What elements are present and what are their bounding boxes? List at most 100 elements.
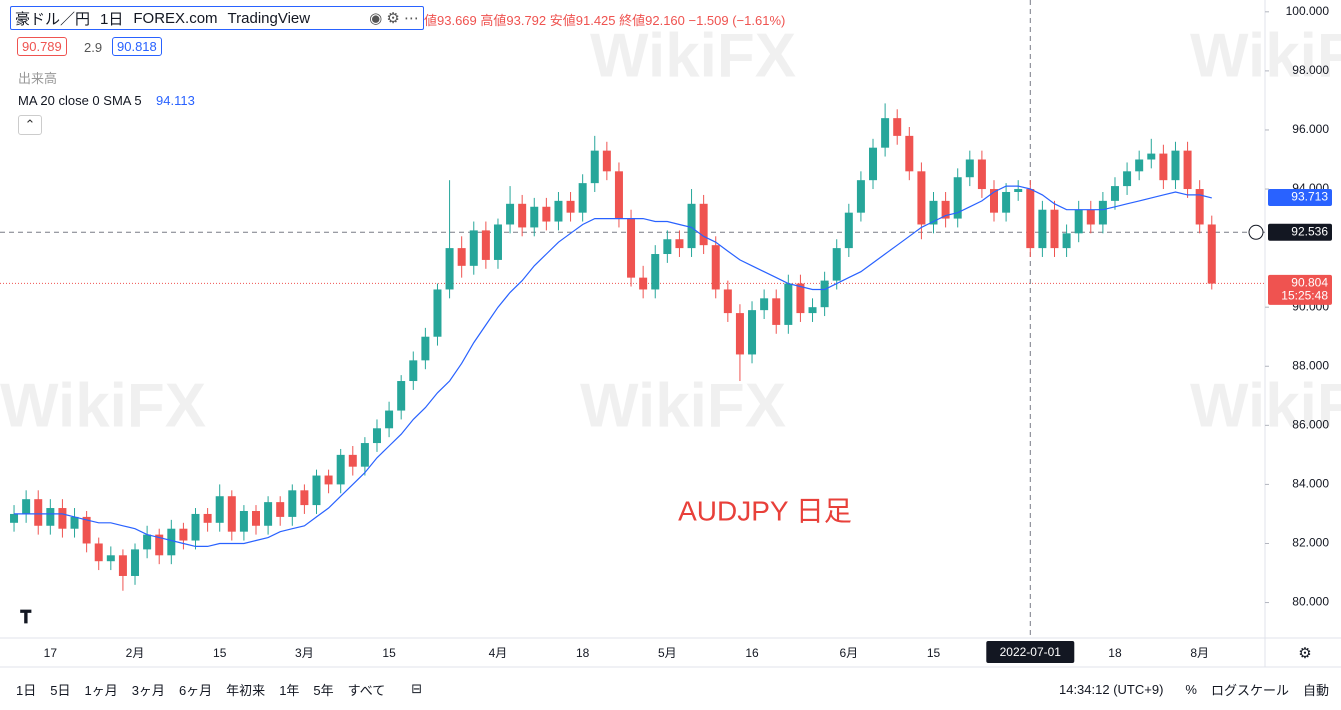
interval: 1日 [100, 10, 124, 28]
range-button[interactable]: 5日 [50, 682, 71, 698]
candle-body [106, 555, 115, 562]
y-tick-label: 88.000 [1292, 358, 1329, 372]
range-button[interactable]: 1日 [16, 682, 37, 698]
candle-body [506, 203, 515, 225]
calendar-icon[interactable]: ⊟ [411, 681, 423, 696]
candle-body [1159, 153, 1168, 181]
ask[interactable]: 90.818 [112, 37, 162, 56]
candle-body [748, 310, 757, 355]
candle-body [1014, 189, 1023, 192]
ma-line [14, 185, 1212, 547]
candle-body [1002, 191, 1011, 213]
range-button[interactable]: 5年 [313, 682, 334, 698]
candle-body [203, 513, 212, 523]
volume: 出来高 [18, 71, 58, 86]
candle-body [1171, 150, 1180, 181]
range-button[interactable]: 1ヶ月 [84, 682, 118, 698]
candle-body [639, 277, 648, 290]
candle-body [627, 218, 636, 278]
watermark: WikiFX [590, 21, 796, 90]
range-button[interactable]: すべて [347, 682, 386, 698]
y-tick-label: 82.000 [1292, 536, 1329, 550]
candle-body [239, 510, 248, 532]
candle-body [372, 428, 381, 444]
candle-body [94, 543, 103, 562]
candle-body [723, 289, 732, 314]
candle-body [397, 381, 406, 411]
candle-body [989, 189, 998, 213]
candle-body [1086, 209, 1095, 225]
x-tick-label: 18 [1108, 646, 1122, 660]
y-tick-label: 86.000 [1292, 418, 1329, 432]
range-button[interactable]: 1年 [279, 682, 300, 698]
candle-body [252, 510, 261, 526]
symbol-legend[interactable]: 豪ドル／円 1日 FOREX.com TradingView ◉ ⚙ ⋯ [10, 6, 424, 30]
range-button[interactable]: 6ヶ月 [178, 682, 213, 698]
y-tick-label: 84.000 [1292, 477, 1329, 491]
candle-body [264, 502, 273, 526]
candle-body [578, 183, 587, 213]
crosshair-plus [1248, 224, 1264, 240]
candle-body [735, 313, 744, 355]
candle-body [542, 206, 551, 222]
time: 14:34:12 (UTC+9) [1058, 681, 1164, 697]
toolbar: 1日 5日 1ヶ月 3ヶ月 6ヶ月 年初来 1年 5年 すべて ⊟ 14:34:12 (UTC+… [0, 668, 1341, 710]
candle-body [566, 200, 575, 213]
candle-body [869, 147, 878, 181]
candle-body [772, 298, 781, 325]
x-tick-label: 16 [745, 646, 759, 660]
candle-body [651, 254, 660, 290]
candle-body [167, 528, 176, 556]
price-label-bg [1268, 189, 1332, 207]
candle-body [493, 224, 502, 260]
watermark: WikiFX [0, 371, 206, 440]
candle-body [941, 200, 950, 219]
candle-body [965, 159, 974, 178]
candle-body [409, 360, 418, 382]
candle-body [348, 454, 357, 467]
percent[interactable]: % [1185, 681, 1197, 697]
ma-value: 94.113 [156, 93, 195, 108]
candle-body [663, 239, 672, 255]
bid[interactable]: 90.789 [17, 37, 67, 56]
candle-body [1026, 189, 1035, 249]
candle-body [554, 200, 563, 222]
candle-body [1207, 224, 1216, 284]
candle-body [131, 549, 140, 576]
candle-body [143, 534, 152, 550]
x-tick-label: 6月 [839, 646, 858, 660]
collapse[interactable]: ⌃ [18, 115, 42, 135]
y-tick-label: 80.000 [1292, 595, 1329, 609]
candle-body [1183, 150, 1192, 190]
ma-label: MA 20 close 0 SMA 5 [18, 93, 142, 108]
range-button[interactable]: 3ヶ月 [131, 682, 165, 698]
candle-body [711, 245, 720, 290]
candle-body [82, 516, 91, 544]
candle-body [445, 248, 454, 290]
auto-scale[interactable]: 自動 [1302, 682, 1329, 698]
spread: 2.9 [84, 40, 103, 55]
candle-body [518, 203, 527, 228]
symbol: 豪ドル／円 [15, 10, 91, 28]
range-button[interactable]: 年初来 [226, 682, 266, 698]
price-label: 90.804 [1291, 276, 1328, 290]
x-tick-label: 15 [213, 646, 227, 660]
candle-body [796, 283, 805, 314]
candle-body [602, 150, 611, 172]
log-scale[interactable]: ログスケール [1210, 682, 1289, 698]
candle-body [155, 534, 164, 556]
candle-body [312, 475, 321, 506]
candle-body [469, 230, 478, 266]
source: TradingView [227, 9, 311, 27]
candle-body [953, 177, 962, 219]
candle-body [699, 203, 708, 246]
candle-body [118, 555, 127, 576]
candle-body [481, 230, 490, 260]
candle-body [1135, 159, 1144, 172]
crosshair-x-bg [986, 641, 1075, 663]
candle-body [179, 528, 188, 541]
price-label: 92.536 [1291, 224, 1328, 238]
icons[interactable]: ◉ ⚙ ⋯ [369, 10, 419, 27]
x-tick-label: 5月 [658, 646, 677, 660]
candle-body [675, 239, 684, 249]
